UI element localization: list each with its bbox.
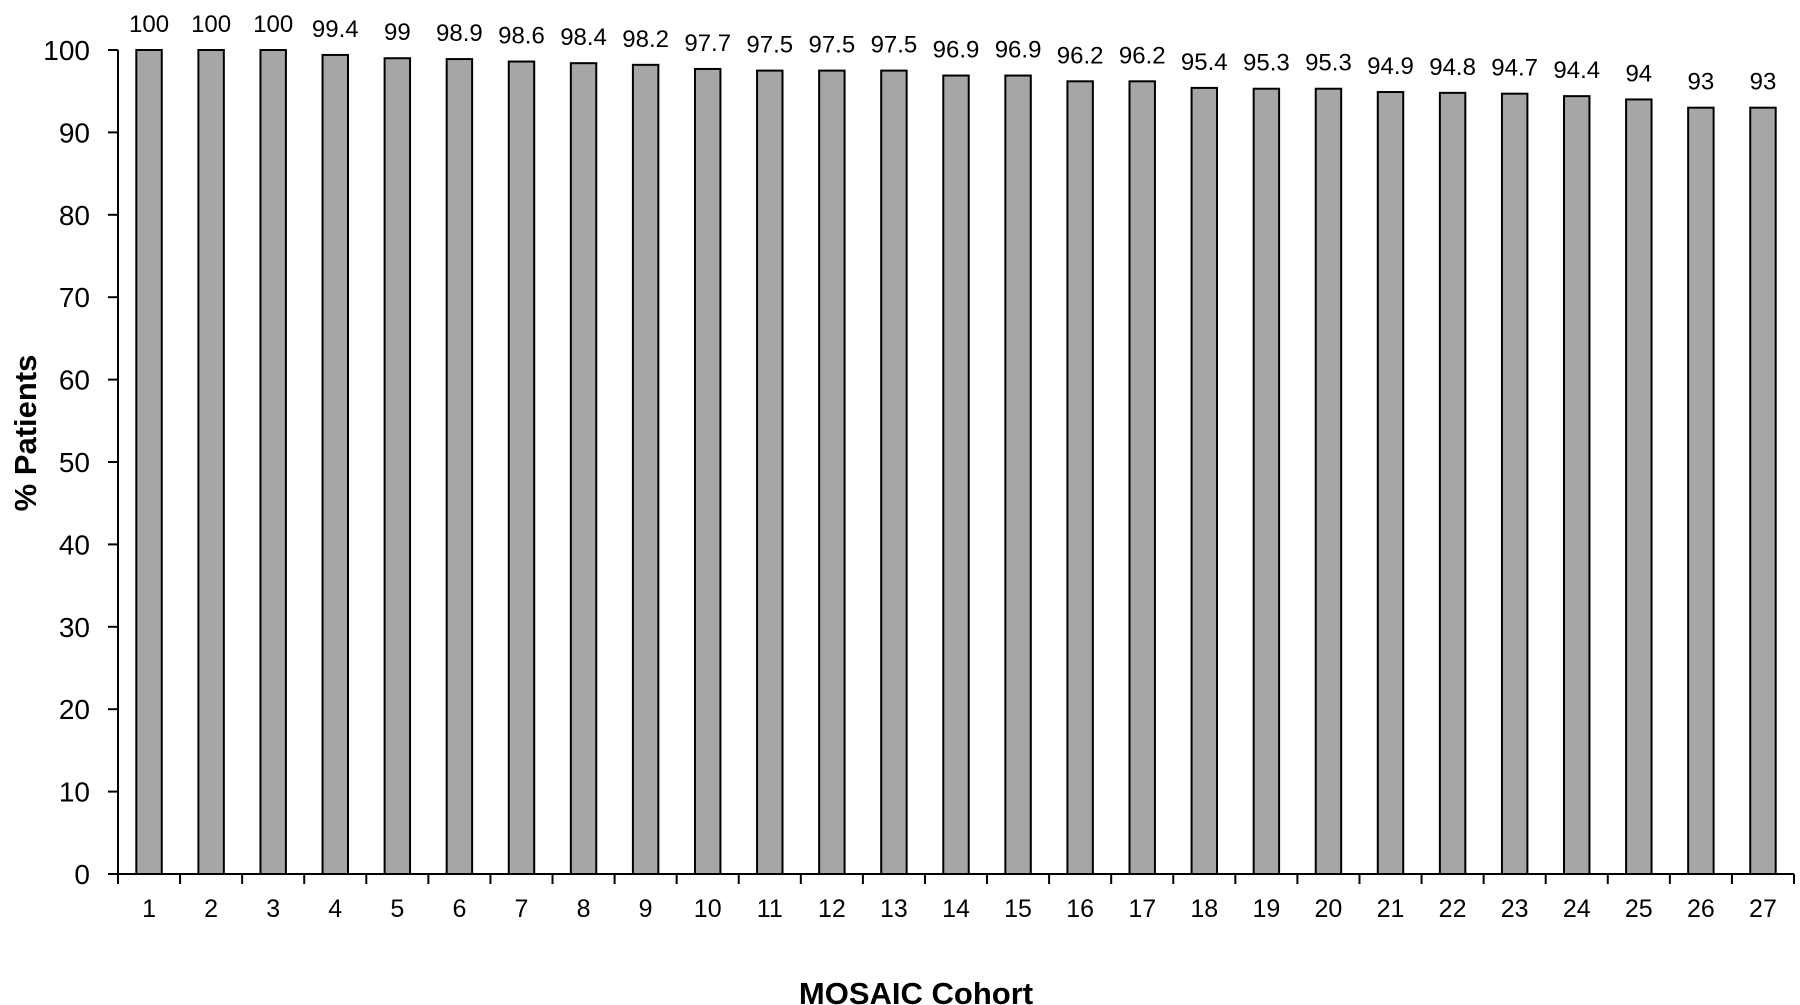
data-label: 99.4 xyxy=(312,16,359,43)
data-label: 95.4 xyxy=(1181,49,1228,76)
data-label: 96.9 xyxy=(933,37,980,64)
bar-9 xyxy=(631,63,660,876)
bar-15 xyxy=(1004,74,1032,875)
data-label: 96.2 xyxy=(1057,42,1104,69)
bar-10 xyxy=(693,67,722,875)
bar-12 xyxy=(818,69,846,876)
x-tick-label: 1 xyxy=(142,895,156,923)
x-tick-label: 14 xyxy=(942,895,970,923)
x-tick-label: 19 xyxy=(1252,895,1280,923)
data-label: 99 xyxy=(384,19,411,46)
bar-22 xyxy=(1438,91,1467,875)
bar-20 xyxy=(1314,87,1343,875)
data-label: 94.9 xyxy=(1367,53,1414,80)
x-tick-label: 24 xyxy=(1563,895,1591,923)
y-tick-label: 90 xyxy=(59,117,90,148)
bar-24 xyxy=(1563,95,1591,876)
data-label: 100 xyxy=(129,11,169,38)
bar-11 xyxy=(756,69,784,876)
x-tick-label: 23 xyxy=(1501,895,1529,923)
y-tick-label: 80 xyxy=(59,200,90,231)
bar-23 xyxy=(1500,92,1529,875)
x-tick-label: 17 xyxy=(1128,895,1156,923)
y-tick-label: 10 xyxy=(59,777,90,808)
y-axis: 0 10 20 30 40 50 60 70 80 90 100 xyxy=(43,35,119,890)
y-tick-label: 100 xyxy=(43,35,90,66)
y-tick-label: 60 xyxy=(59,365,90,396)
x-tick-label: 6 xyxy=(452,895,466,923)
x-tick-label: 7 xyxy=(515,895,529,923)
data-label: 98.6 xyxy=(498,23,545,50)
x-tick-label: 2 xyxy=(204,895,218,923)
bar-6 xyxy=(445,58,474,875)
bar-25 xyxy=(1625,98,1653,875)
data-label: 95.3 xyxy=(1305,50,1352,77)
data-label: 96.2 xyxy=(1119,42,1166,69)
bars: 100 100 100 99.4 99 98.9 98.6 98.4 98.2 97.7 97.5 9… xyxy=(129,11,1777,876)
bar-16 xyxy=(1066,80,1094,875)
data-label: 97.5 xyxy=(746,32,793,59)
y-tick-label: 0 xyxy=(74,859,90,890)
bar-7 xyxy=(507,60,536,875)
bar-4 xyxy=(321,53,349,876)
x-tick-label: 5 xyxy=(390,895,404,923)
bar-14 xyxy=(942,74,970,875)
data-label: 97.5 xyxy=(871,32,918,59)
x-tick-label: 16 xyxy=(1066,895,1094,923)
bar-5 xyxy=(383,57,412,876)
y-tick-label: 40 xyxy=(59,529,90,560)
data-label: 98.9 xyxy=(436,20,483,47)
data-label: 100 xyxy=(253,11,293,38)
bar-21 xyxy=(1376,91,1405,876)
x-tick-label: 3 xyxy=(266,895,280,923)
bar-18 xyxy=(1190,86,1219,876)
bar-17 xyxy=(1128,80,1156,875)
data-label: 94 xyxy=(1625,60,1652,87)
x-tick-label: 26 xyxy=(1687,895,1715,923)
y-axis-title: % Patients xyxy=(8,355,43,512)
data-label: 94.8 xyxy=(1429,54,1476,81)
x-tick-label: 4 xyxy=(328,895,342,923)
x-tick-label: 10 xyxy=(694,895,722,923)
data-label: 96.9 xyxy=(995,37,1042,64)
x-tick-label: 25 xyxy=(1625,895,1653,923)
y-tick-label: 30 xyxy=(59,612,90,643)
data-label: 100 xyxy=(191,11,231,38)
data-label: 95.3 xyxy=(1243,50,1290,77)
bar-26 xyxy=(1687,106,1715,876)
x-tick-label: 15 xyxy=(1004,895,1032,923)
bar-27 xyxy=(1749,106,1777,876)
data-label: 98.4 xyxy=(560,24,607,51)
bar-1 xyxy=(135,49,163,875)
x-tick-label: 9 xyxy=(639,895,653,923)
x-tick-label: 22 xyxy=(1439,895,1467,923)
bar-2 xyxy=(197,49,225,875)
y-tick-label: 70 xyxy=(59,282,90,313)
bar-19 xyxy=(1252,87,1281,875)
x-tick-label: 27 xyxy=(1749,895,1777,923)
data-label: 94.7 xyxy=(1491,55,1538,82)
x-axis: 1 2 3 4 5 6 7 8 9 10 11 12 13 14 15 16 17 18 19 20 21 22 23 24 2… xyxy=(117,873,1795,923)
data-label: 97.7 xyxy=(684,30,731,57)
y-tick-label: 20 xyxy=(59,694,90,725)
bar-3 xyxy=(259,49,287,875)
data-label: 94.4 xyxy=(1553,57,1600,84)
bar-13 xyxy=(880,69,908,876)
x-tick-label: 11 xyxy=(757,895,783,923)
data-label: 93 xyxy=(1750,69,1777,96)
x-axis-title: MOSAIC Cohort xyxy=(799,976,1033,1005)
x-tick-label: 20 xyxy=(1315,895,1343,923)
data-label: 93 xyxy=(1688,69,1715,96)
x-tick-label: 13 xyxy=(880,895,908,923)
x-tick-label: 8 xyxy=(577,895,591,923)
data-label: 98.2 xyxy=(622,26,669,53)
y-tick-label: 50 xyxy=(59,447,90,478)
x-tick-label: 12 xyxy=(818,895,846,923)
bar-8 xyxy=(569,62,598,875)
x-tick-label: 18 xyxy=(1190,895,1218,923)
data-label: 97.5 xyxy=(808,32,855,59)
x-tick-label: 21 xyxy=(1377,895,1405,923)
